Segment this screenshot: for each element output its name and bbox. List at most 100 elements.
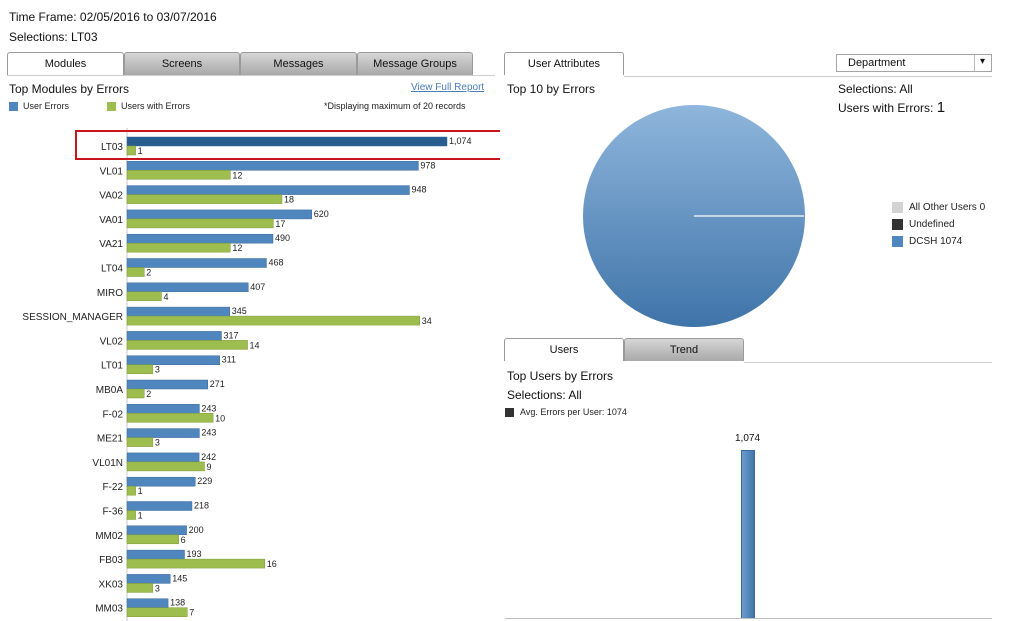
value-label-users-with-errors: 3 (155, 438, 160, 448)
module-label-session_manager[interactable]: SESSION_MANAGER (22, 312, 123, 323)
module-label-mb0a[interactable]: MB0A (96, 385, 124, 396)
bar-users-with-errors-mb0a[interactable] (126, 388, 145, 399)
module-label-va02[interactable]: VA02 (99, 191, 123, 202)
value-label-user-errors: 271 (210, 379, 225, 389)
bar-users-with-errors-me21[interactable] (126, 437, 154, 447)
value-label-user-errors: 978 (420, 160, 435, 170)
value-label-user-errors: 311 (222, 355, 236, 365)
users-title: Top Users by Errors (507, 369, 614, 383)
selection-highlight-box (75, 130, 500, 160)
bar-user-errors-vl02[interactable] (126, 331, 222, 341)
user-errors-bar[interactable] (741, 450, 755, 619)
bar-user-errors-vl01n[interactable] (126, 452, 200, 463)
value-label-users-with-errors: 18 (284, 195, 294, 205)
bar-users-with-errors-vl01n[interactable] (126, 461, 205, 472)
bar-user-errors-me21[interactable] (126, 428, 200, 438)
users-selections: Selections: All (507, 388, 582, 402)
module-label-vl02[interactable]: VL02 (100, 336, 124, 347)
module-label-fb03[interactable]: FB03 (99, 555, 123, 566)
bar-users-with-errors-session_manager[interactable] (126, 315, 421, 326)
value-label-user-errors: 200 (189, 525, 204, 535)
module-label-xk03[interactable]: XK03 (99, 579, 124, 590)
bar-user-errors-session_manager[interactable] (126, 306, 231, 317)
module-label-me21[interactable]: ME21 (97, 434, 124, 445)
bar-user-errors-f-36[interactable] (126, 501, 193, 511)
tab-user-attributes[interactable]: User Attributes (504, 52, 624, 75)
module-label-f-02[interactable]: F-02 (102, 409, 123, 420)
module-label-f-22[interactable]: F-22 (102, 482, 123, 493)
bar-user-errors-xk03[interactable] (126, 574, 171, 584)
bar-users-with-errors-va21[interactable] (126, 242, 231, 253)
tab-modules[interactable]: Modules (7, 52, 124, 75)
bar-users-with-errors-f-22[interactable] (126, 485, 136, 496)
avg-errors-label: Avg. Errors per User: 1074 (520, 407, 627, 417)
tab-messages[interactable]: Messages (240, 52, 357, 75)
select-divider (974, 55, 975, 71)
module-label-lt01[interactable]: LT01 (101, 361, 123, 372)
bar-user-errors-miro[interactable] (126, 282, 249, 293)
timeframe-text: Time Frame: 02/05/2016 to 03/07/2016 (9, 10, 217, 24)
department-select[interactable]: Department ▾ (836, 54, 992, 72)
value-label-users-with-errors: 17 (275, 219, 285, 229)
bar-users-with-errors-vl01[interactable] (126, 170, 231, 180)
tab-users[interactable]: Users (504, 338, 624, 361)
bar-user-errors-mm03[interactable] (126, 598, 169, 608)
module-label-va21[interactable]: VA21 (99, 239, 123, 250)
bar-user-errors-mm02[interactable] (126, 525, 187, 536)
tab-trend[interactable]: Trend (624, 338, 744, 361)
tab-message-groups[interactable]: Message Groups (357, 52, 473, 75)
bar-users-with-errors-mm03[interactable] (126, 607, 188, 617)
module-label-va01[interactable]: VA01 (99, 215, 123, 226)
bar-user-errors-lt03[interactable] (126, 136, 448, 147)
modules-bar-chart: LT031,0741VL0197812VA0294818VA0162017VA2… (22, 128, 500, 621)
module-label-mm03[interactable]: MM03 (95, 604, 123, 615)
legend-users-with-errors-swatch (107, 102, 116, 111)
bar-users-with-errors-lt04[interactable] (126, 267, 145, 277)
module-label-vl01[interactable]: VL01 (100, 166, 124, 177)
bottom-tab-divider (744, 362, 992, 363)
module-label-vl01n[interactable]: VL01N (92, 458, 123, 469)
value-label-user-errors: 218 (194, 501, 209, 511)
value-label-users-with-errors: 10 (215, 413, 225, 423)
chevron-down-icon[interactable]: ▾ (980, 56, 986, 67)
bar-user-errors-mb0a[interactable] (126, 379, 208, 390)
bar-user-errors-va21[interactable] (126, 233, 274, 244)
value-label-user-errors: 243 (201, 403, 216, 413)
bar-user-errors-f-02[interactable] (126, 404, 200, 414)
bar-user-errors-f-22[interactable] (126, 476, 196, 487)
bar-users-with-errors-miro[interactable] (126, 291, 162, 302)
bar-users-with-errors-lt01[interactable] (126, 364, 154, 374)
value-label-users-with-errors: 14 (250, 340, 260, 350)
pie-legend-other-swatch (892, 202, 903, 213)
value-label-user-errors: 317 (223, 330, 238, 340)
user-bar-value-label: 1,074 (735, 433, 761, 444)
errors-pie-chart (583, 105, 805, 327)
pie-legend-undefined-label: Undefined (909, 219, 955, 230)
bar-user-errors-va01[interactable] (126, 209, 312, 220)
bar-users-with-errors-fb03[interactable] (126, 558, 266, 569)
bar-users-with-errors-lt03[interactable] (126, 145, 136, 156)
users-with-errors-row: Users with Errors: 1 (838, 99, 945, 116)
module-label-lt03[interactable]: LT03 (101, 142, 123, 153)
bar-user-errors-vl01[interactable] (126, 161, 419, 171)
bar-user-errors-va02[interactable] (126, 185, 410, 195)
department-select-value: Department (848, 57, 906, 69)
bar-users-with-errors-va01[interactable] (126, 218, 274, 229)
tab-screens[interactable]: Screens (124, 52, 240, 75)
module-label-miro[interactable]: MIRO (97, 288, 123, 299)
module-label-lt04[interactable]: LT04 (101, 264, 123, 275)
bar-users-with-errors-f-02[interactable] (126, 413, 214, 423)
value-label-users-with-errors: 1 (138, 486, 143, 496)
bar-users-with-errors-f-36[interactable] (126, 510, 136, 520)
module-label-f-36[interactable]: F-36 (102, 507, 123, 518)
bar-users-with-errors-va02[interactable] (126, 194, 283, 204)
module-label-mm02[interactable]: MM02 (95, 531, 123, 542)
bar-user-errors-fb03[interactable] (126, 549, 185, 560)
bar-users-with-errors-vl02[interactable] (126, 340, 248, 350)
bar-user-errors-lt04[interactable] (126, 258, 267, 268)
view-full-report-link[interactable]: View Full Report (411, 82, 485, 93)
bar-user-errors-lt01[interactable] (126, 355, 220, 365)
value-label-user-errors: 145 (172, 573, 187, 583)
bar-users-with-errors-xk03[interactable] (126, 583, 154, 593)
bar-users-with-errors-mm02[interactable] (126, 534, 179, 545)
